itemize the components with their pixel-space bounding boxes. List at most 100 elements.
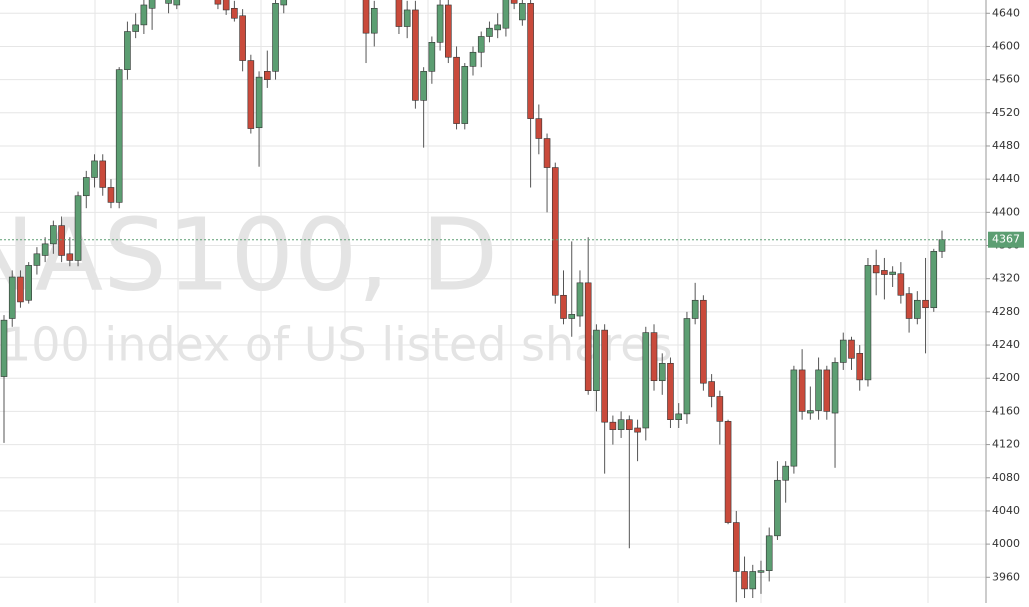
candle-body bbox=[519, 3, 526, 21]
candle-body bbox=[675, 413, 683, 420]
candle-body bbox=[436, 4, 444, 43]
candle-body bbox=[782, 465, 789, 481]
candle-body bbox=[560, 294, 567, 319]
y-tick-label: 4400 bbox=[992, 205, 1020, 218]
y-tick-label: 4120 bbox=[992, 438, 1020, 451]
y-tick-label: 4280 bbox=[992, 305, 1020, 318]
y-tick-label: 4080 bbox=[992, 471, 1020, 484]
candle-body bbox=[914, 299, 921, 319]
candle-body bbox=[724, 421, 732, 523]
candle-body bbox=[420, 71, 427, 101]
candle-body bbox=[807, 410, 814, 414]
y-tick-label: 4440 bbox=[992, 172, 1020, 185]
candle-body bbox=[263, 71, 271, 80]
candle-body bbox=[272, 3, 279, 72]
candle-body bbox=[872, 265, 880, 274]
candle-body bbox=[922, 299, 929, 309]
candle-body bbox=[897, 273, 905, 296]
candle-body bbox=[445, 4, 452, 58]
candle-body bbox=[617, 419, 625, 430]
candle-body bbox=[765, 535, 773, 571]
candle-body bbox=[165, 0, 172, 4]
candle-body bbox=[700, 299, 707, 384]
candle-body bbox=[453, 56, 460, 124]
candle-body bbox=[403, 9, 411, 27]
candle-body bbox=[99, 160, 107, 188]
candle-body bbox=[527, 3, 534, 119]
candle-body bbox=[124, 31, 131, 70]
candle-body bbox=[428, 42, 436, 72]
candle-body bbox=[41, 243, 49, 256]
y-tick-label: 4200 bbox=[992, 371, 1020, 384]
candle-body bbox=[239, 15, 246, 61]
candle-body bbox=[650, 332, 658, 382]
price-label-box bbox=[988, 231, 1024, 248]
candle-body bbox=[173, 0, 181, 6]
candle-body bbox=[757, 570, 765, 573]
candle-body bbox=[856, 353, 864, 381]
candle-body bbox=[815, 369, 822, 411]
candle-body bbox=[823, 369, 831, 412]
candle-body bbox=[91, 160, 98, 178]
candle-body bbox=[82, 177, 90, 197]
candle-body bbox=[774, 479, 781, 537]
candle-body bbox=[33, 253, 41, 266]
price-label: 4367 bbox=[992, 233, 1020, 246]
candle-body bbox=[477, 36, 485, 53]
candle-body bbox=[716, 396, 724, 422]
candle-body bbox=[831, 362, 839, 414]
candle-body bbox=[535, 118, 543, 139]
candle-body bbox=[510, 0, 518, 4]
candle-body bbox=[412, 9, 419, 101]
y-tick-label: 4000 bbox=[992, 537, 1020, 550]
candle-body bbox=[362, 0, 370, 34]
candle-body bbox=[609, 421, 617, 430]
candle-body bbox=[132, 24, 139, 32]
candle-body bbox=[749, 571, 757, 590]
candle-body bbox=[905, 293, 913, 319]
candle-body bbox=[667, 362, 674, 420]
candle-body bbox=[74, 195, 82, 261]
candle-body bbox=[66, 253, 74, 261]
candle-body bbox=[732, 522, 740, 572]
y-tick-label: 4040 bbox=[992, 504, 1020, 517]
candle-body bbox=[0, 319, 8, 377]
candle-body bbox=[889, 271, 896, 275]
candle-body bbox=[708, 381, 715, 397]
candle-body bbox=[58, 225, 65, 256]
candle-body bbox=[8, 276, 16, 319]
candle-body bbox=[741, 571, 748, 590]
candle-body bbox=[494, 24, 501, 31]
candle-body bbox=[17, 276, 24, 303]
candle-body bbox=[231, 7, 238, 19]
y-tick-label: 4480 bbox=[992, 139, 1020, 152]
candle-body bbox=[848, 339, 855, 359]
candle-body bbox=[214, 0, 222, 5]
candle-body bbox=[864, 265, 872, 381]
y-tick-label: 4560 bbox=[992, 73, 1020, 86]
candle-body bbox=[280, 0, 288, 6]
y-tick-label: 4600 bbox=[992, 39, 1020, 52]
candle-body bbox=[469, 51, 477, 67]
y-tick-label: 4520 bbox=[992, 106, 1020, 119]
candle-body bbox=[691, 299, 699, 319]
candle-body bbox=[930, 251, 938, 309]
candle-body bbox=[626, 419, 633, 430]
candle-body bbox=[634, 427, 641, 433]
candle-body bbox=[551, 167, 559, 296]
y-tick-label: 3960 bbox=[992, 570, 1020, 583]
candle-body bbox=[839, 339, 847, 363]
y-tick-label: 4160 bbox=[992, 404, 1020, 417]
candle-body bbox=[683, 318, 691, 415]
y-tick-label: 4320 bbox=[992, 272, 1020, 285]
candle-body bbox=[50, 225, 57, 245]
candle-body bbox=[658, 362, 666, 382]
candle-body bbox=[222, 0, 230, 11]
candle-body bbox=[461, 66, 469, 124]
y-tick-label: 4640 bbox=[992, 6, 1020, 19]
candle-body bbox=[370, 7, 378, 34]
candle-body bbox=[247, 60, 255, 129]
candle-body bbox=[568, 314, 576, 319]
candle-body bbox=[938, 239, 946, 252]
